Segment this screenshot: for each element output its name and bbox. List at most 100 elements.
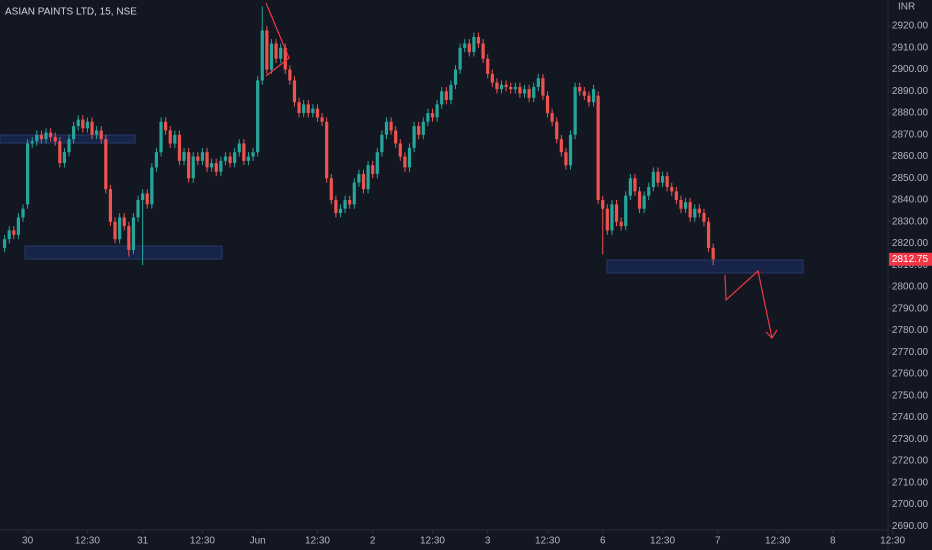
candle-body xyxy=(472,36,476,53)
y-tick-label: 2870.00 xyxy=(892,129,929,140)
candle-body xyxy=(260,30,264,81)
axes: 2690.00 2700.00 2710.00 2720.00 2730.00 2740.… xyxy=(22,21,928,547)
y-axis-label: INR xyxy=(898,2,915,13)
candle-body xyxy=(283,47,287,70)
candle-body xyxy=(99,130,103,140)
candle-body xyxy=(582,91,586,96)
candle-body xyxy=(665,176,669,187)
y-tick-label: 2700.00 xyxy=(892,499,929,510)
candle-body xyxy=(279,47,283,59)
candle-body xyxy=(12,230,16,235)
candle-body xyxy=(426,113,430,122)
candle-body xyxy=(633,178,637,192)
candle-body xyxy=(182,152,186,161)
price-tag-bg xyxy=(889,252,932,266)
candle-body xyxy=(127,226,131,251)
y-tick-label: 2830.00 xyxy=(892,216,929,227)
candle-body xyxy=(628,178,632,196)
candle-body xyxy=(541,78,545,96)
zones xyxy=(0,134,804,274)
candle-body xyxy=(233,152,237,164)
candle-body xyxy=(601,200,605,209)
candle-body xyxy=(651,171,655,187)
candle-body xyxy=(449,84,453,101)
candle-body xyxy=(265,30,269,70)
candle-body xyxy=(21,208,25,218)
candle-body xyxy=(39,134,44,140)
candle-body xyxy=(26,143,30,205)
last-price: 2812.75 xyxy=(892,254,929,265)
candle-body xyxy=(237,143,241,153)
candle-body xyxy=(219,160,223,172)
candle-body xyxy=(660,176,665,183)
candle-body xyxy=(288,69,292,81)
candle-body xyxy=(329,178,333,201)
candle-body xyxy=(136,200,140,218)
candle-body xyxy=(394,130,398,144)
candle-body xyxy=(205,152,209,168)
candle-body xyxy=(168,130,172,144)
candle-body xyxy=(334,200,338,214)
candle-body xyxy=(403,156,407,168)
candle-body xyxy=(619,221,623,227)
candle-body xyxy=(35,134,39,142)
x-tick-label: 6 xyxy=(600,536,606,547)
zone xyxy=(24,245,223,260)
candle-body xyxy=(214,163,218,172)
candle-body xyxy=(568,134,573,166)
arrow-head xyxy=(765,329,778,339)
candle-body xyxy=(509,86,513,90)
candle-body xyxy=(90,121,94,135)
candle-body xyxy=(76,119,80,127)
y-tick-label: 2760.00 xyxy=(892,369,929,380)
y-tick-label: 2900.00 xyxy=(892,64,929,75)
x-tick-label: 12:30 xyxy=(305,536,330,547)
candle-body xyxy=(3,239,7,248)
x-tick-label: 12:30 xyxy=(75,536,100,547)
candle-body xyxy=(242,143,246,161)
drawings xyxy=(265,2,778,339)
candle-body xyxy=(490,73,494,83)
candle-body xyxy=(624,195,628,227)
candle-body xyxy=(697,208,701,214)
candle-body xyxy=(674,191,678,201)
candle-body xyxy=(210,163,214,168)
y-tick-label: 2690.00 xyxy=(892,521,929,532)
candle-body xyxy=(150,167,154,205)
candle-body xyxy=(297,102,301,114)
candle-body xyxy=(371,165,375,174)
x-tick-label: 12:30 xyxy=(650,536,675,547)
candle-body xyxy=(191,156,195,179)
candle-body xyxy=(706,221,711,248)
candle-body xyxy=(62,152,67,164)
candle-body xyxy=(440,91,444,105)
x-tick-label: 7 xyxy=(715,536,721,547)
candle-body xyxy=(591,89,596,103)
y-tick-label: 2750.00 xyxy=(892,390,929,401)
candle-body xyxy=(58,141,62,164)
candle-body xyxy=(417,126,421,135)
x-tick-label: 2 xyxy=(370,536,376,547)
candle-body xyxy=(532,86,536,98)
candle-body xyxy=(67,139,71,153)
pennant xyxy=(265,2,290,77)
y-tick-label: 2790.00 xyxy=(892,303,929,314)
candle-body xyxy=(306,104,310,114)
candle-body xyxy=(131,217,136,251)
candle-body xyxy=(453,69,458,85)
x-tick-label: 12:30 xyxy=(880,536,905,547)
y-tick-label: 2840.00 xyxy=(892,195,929,206)
candle-body xyxy=(200,152,205,161)
candle-body xyxy=(30,141,34,144)
candle-body xyxy=(246,156,251,161)
candle-body xyxy=(118,217,122,240)
candle-body xyxy=(444,91,448,101)
x-tick-label: 12:30 xyxy=(190,536,215,547)
candle-body xyxy=(7,230,11,240)
candle-body xyxy=(154,152,159,168)
candle-body xyxy=(398,143,402,157)
candle-body xyxy=(559,139,563,153)
x-tick-label: 12:30 xyxy=(765,536,790,547)
